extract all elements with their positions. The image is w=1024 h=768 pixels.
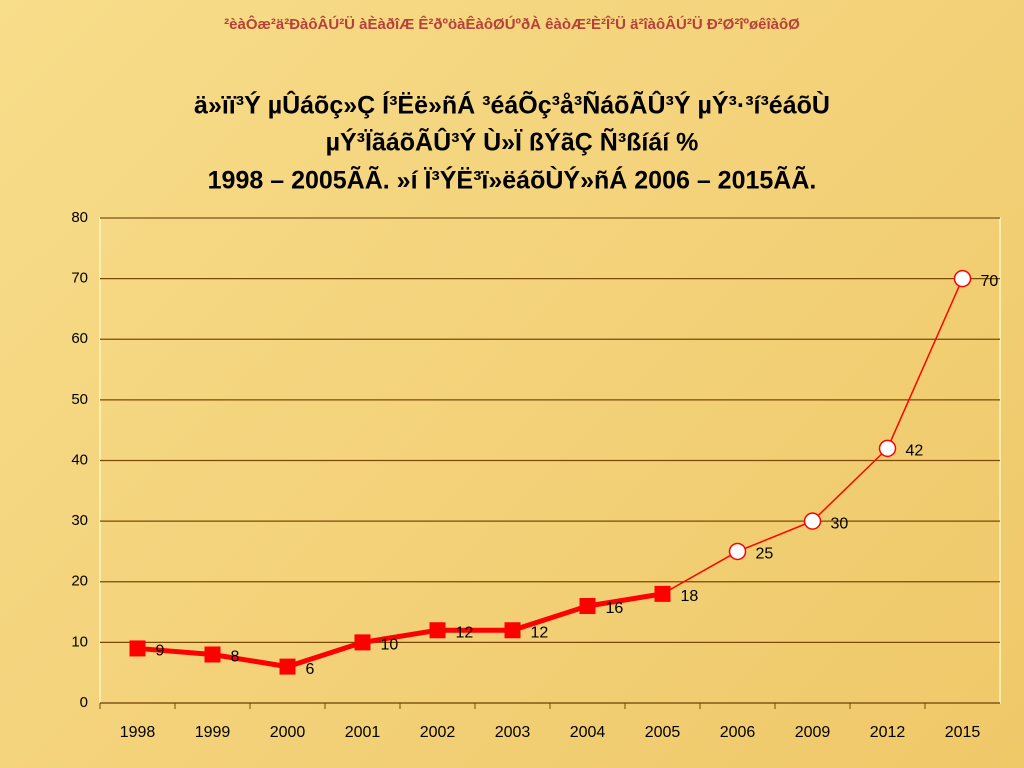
x-tick-label: 2002	[420, 724, 456, 741]
y-tick-label: 80	[71, 209, 88, 226]
point-marker	[803, 512, 822, 530]
data-label: 9	[156, 643, 165, 660]
series-line	[737, 278, 964, 553]
point-marker	[728, 542, 747, 561]
point-marker	[204, 646, 221, 663]
y-tick-label: 0	[80, 694, 88, 711]
y-tick-label: 30	[71, 512, 88, 529]
y-tick-label: 60	[71, 330, 88, 347]
x-tick-label: 1998	[120, 724, 156, 741]
point-marker	[878, 439, 897, 458]
x-tick-label: 1999	[195, 724, 231, 741]
x-tick-label: 2012	[870, 724, 906, 741]
x-tick-label: 2015	[945, 724, 981, 741]
point-marker	[129, 640, 146, 657]
data-label: 12	[531, 624, 549, 641]
y-tick-label: 50	[71, 391, 88, 408]
slide-header: ²èàÔæ²ä²ÐàôÂÚ²Ü àÈàðîÆ Ê²ðºöàÊàôØÚºðÀ êà…	[224, 15, 800, 33]
point-marker	[504, 622, 521, 639]
x-tick-label: 2009	[795, 724, 831, 741]
data-label: 12	[456, 624, 474, 641]
point-marker	[953, 269, 972, 288]
data-label: 10	[381, 637, 399, 654]
point-marker	[279, 658, 296, 675]
data-label: 42	[906, 443, 924, 460]
y-tick-label: 20	[71, 573, 88, 590]
data-label: 70	[981, 273, 999, 290]
connector-line	[662, 550, 738, 595]
data-label: 8	[231, 649, 240, 666]
x-tick-label: 2003	[495, 724, 531, 741]
x-tick-label: 2001	[345, 724, 381, 741]
chart-title: 1998 – 2005ÃÃ. »í Ï³ÝË³ï»ëáõÙÝ»ñÁ 2006 –…	[208, 165, 817, 195]
data-label: 25	[756, 546, 774, 563]
chart-title: ä»ïï³Ý µÛáõç»Ç Í³Ëë»ñÁ ³éáÕç³å³ÑáõÃÛ³Ý µ…	[194, 90, 830, 120]
series-line	[137, 591, 663, 670]
data-label: 16	[606, 600, 624, 617]
data-label: 6	[306, 661, 315, 678]
data-label: 18	[681, 588, 699, 605]
x-tick-label: 2006	[720, 724, 756, 741]
point-marker	[354, 634, 371, 651]
y-tick-label: 70	[71, 270, 88, 287]
x-tick-label: 2005	[645, 724, 681, 741]
point-marker	[579, 598, 596, 614]
x-tick-label: 2000	[270, 724, 306, 741]
chart-title: µÝ³ÏãáõÃÛ³Ý Ù»Ï ßÝãÇ Ñ³ßíáí %	[326, 127, 699, 157]
y-tick-label: 40	[71, 451, 88, 468]
data-label: 30	[831, 515, 849, 532]
point-marker	[429, 622, 446, 639]
y-tick-label: 10	[71, 633, 88, 650]
x-tick-label: 2004	[570, 724, 606, 741]
